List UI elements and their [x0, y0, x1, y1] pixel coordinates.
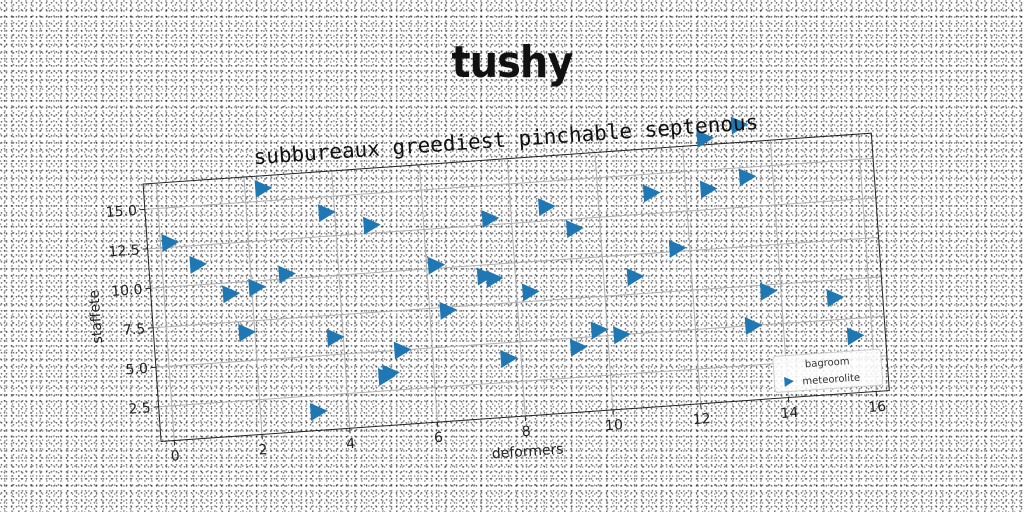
- scatter-point: [745, 316, 763, 335]
- x-grid-line: [595, 152, 613, 409]
- y-tick-label: 2.5: [128, 400, 151, 418]
- x-tick-label: 16: [868, 399, 887, 416]
- scatter-point: [427, 256, 445, 275]
- scatter-point: [739, 167, 757, 186]
- scatter-point: [363, 216, 381, 235]
- scatter-point: [566, 219, 584, 238]
- x-grid-line: [332, 171, 350, 428]
- y-grid-line: [150, 237, 878, 288]
- scatter-point: [394, 340, 412, 359]
- legend: bagroom meteorolite: [773, 349, 883, 392]
- x-tick-label: 10: [605, 417, 624, 434]
- y-grid-line: [148, 198, 876, 249]
- tick-layer: 0 2 4 6 8 10 12 14 16 2.5 5.0 7.5 10.0 12.5 15.0: [105, 152, 887, 468]
- scatter-point: [500, 349, 518, 368]
- scatter-point: [570, 338, 588, 357]
- chart-title: subbureaux greediest pinchable septenous: [253, 110, 759, 169]
- scatter-point: [278, 264, 296, 283]
- scatter-point: [613, 325, 631, 344]
- scatter-point: [847, 326, 865, 345]
- y-tick-label: 7.5: [122, 321, 145, 339]
- legend-box: [773, 349, 883, 392]
- chart-plot-group: 0 2 4 6 8 10 12 14 16 2.5 5.0 7.5 10.0 12.5 15.0 defor…: [77, 102, 892, 490]
- scatter-point: [222, 284, 240, 303]
- scatter-point: [486, 269, 504, 288]
- y-axis-label: staffete: [86, 289, 106, 344]
- scatter-point: [522, 282, 540, 301]
- scatter-point: [189, 255, 207, 274]
- scatter-point: [161, 233, 179, 252]
- x-grid-line: [419, 165, 437, 422]
- scatter-point: [318, 203, 336, 222]
- x-grid-line: [156, 183, 174, 440]
- x-grid-line: [683, 146, 701, 403]
- x-tick-label: 8: [521, 424, 531, 441]
- scatter-point: [669, 239, 687, 258]
- x-tick-label: 14: [780, 405, 799, 422]
- y-tick-label: 15.0: [105, 203, 137, 221]
- scatter-point: [238, 323, 256, 342]
- x-tick-label: 2: [258, 442, 268, 459]
- y-grid-line: [153, 277, 881, 328]
- y-tick-label: 12.5: [108, 242, 140, 260]
- scatter-point: [827, 288, 845, 307]
- y-tick-label: 5.0: [125, 361, 148, 379]
- x-tick-label: 12: [692, 411, 711, 428]
- x-tick-label: 6: [434, 430, 444, 447]
- x-grid-line: [244, 177, 262, 434]
- scatter-point: [627, 267, 645, 286]
- scatter-point: [310, 402, 328, 421]
- y-tick-label: 10.0: [111, 282, 143, 300]
- x-tick-label: 0: [170, 448, 180, 465]
- scatter-point: [643, 183, 661, 202]
- scatter-point: [700, 179, 718, 198]
- x-axis-label: deformers: [491, 441, 564, 462]
- scatter-point: [538, 197, 556, 216]
- scatter-point: [439, 301, 457, 320]
- x-tick-label: 4: [346, 436, 356, 453]
- scatter-point: [255, 179, 273, 198]
- scatter-point: [327, 328, 345, 347]
